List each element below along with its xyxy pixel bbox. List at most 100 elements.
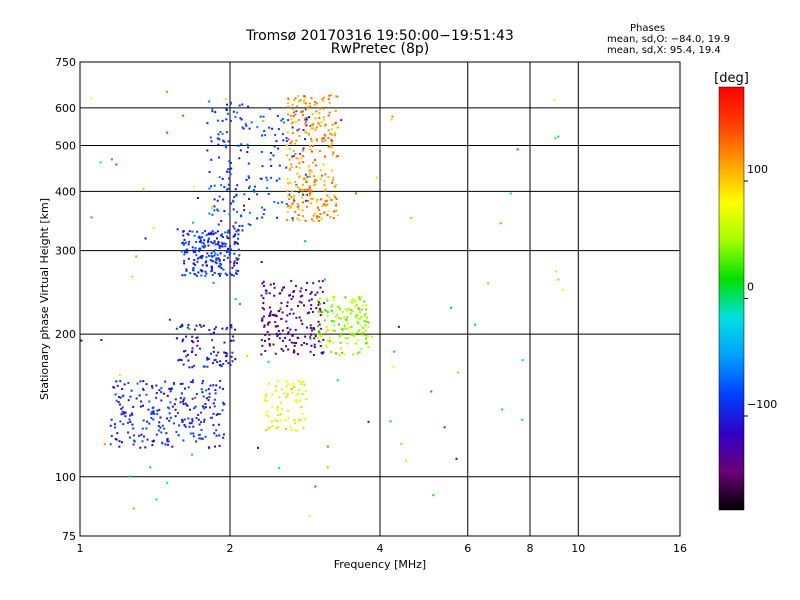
data-point <box>287 194 290 197</box>
data-point <box>132 434 135 437</box>
data-point <box>266 330 269 333</box>
data-point <box>303 304 306 307</box>
data-point <box>331 140 334 143</box>
data-point <box>291 219 294 222</box>
data-point <box>354 315 357 318</box>
data-point <box>226 249 229 252</box>
data-point <box>313 104 316 107</box>
data-point <box>226 108 229 111</box>
data-point <box>324 124 327 127</box>
data-point <box>321 205 324 208</box>
stats-x-mode: mean, sd,X: 95.4, 19.4 <box>607 45 721 56</box>
data-point <box>181 421 184 424</box>
data-point <box>343 324 346 327</box>
data-point <box>302 155 305 158</box>
y-tick-label: 500 <box>55 139 76 152</box>
data-point <box>142 388 145 391</box>
data-point <box>248 176 251 179</box>
data-point <box>342 327 345 330</box>
data-point <box>205 389 208 392</box>
data-point <box>228 171 231 174</box>
data-point <box>265 429 268 432</box>
data-point <box>208 233 211 236</box>
data-point <box>168 412 171 415</box>
data-point <box>336 126 339 129</box>
data-point <box>313 328 316 331</box>
data-point <box>218 434 221 437</box>
data-point <box>358 328 361 331</box>
y-tick-label: 400 <box>55 185 76 198</box>
data-point <box>110 434 113 437</box>
data-point <box>190 422 193 425</box>
data-point <box>207 241 210 244</box>
data-point <box>333 185 336 188</box>
data-point <box>301 191 304 194</box>
data-point <box>286 218 289 221</box>
data-point <box>315 164 318 167</box>
data-point <box>306 188 309 191</box>
data-point <box>262 315 265 318</box>
data-point <box>320 334 323 337</box>
data-point <box>185 241 188 244</box>
data-point <box>192 269 195 272</box>
data-point <box>319 169 322 172</box>
data-point <box>225 328 228 331</box>
data-point <box>113 423 116 426</box>
data-point <box>135 255 138 258</box>
data-point <box>293 99 296 102</box>
data-point <box>296 217 299 220</box>
data-point <box>281 133 284 136</box>
data-point <box>356 352 359 355</box>
data-point <box>157 425 160 428</box>
data-point <box>363 300 366 303</box>
data-point <box>557 135 560 138</box>
data-point <box>311 123 314 126</box>
data-point <box>292 108 295 111</box>
data-point <box>301 393 304 396</box>
data-point <box>275 216 278 219</box>
data-point <box>356 338 359 341</box>
data-point <box>321 310 324 313</box>
data-point <box>300 196 303 199</box>
data-point <box>265 413 268 416</box>
data-point <box>301 209 304 212</box>
data-point <box>325 330 328 333</box>
data-point <box>237 233 240 236</box>
data-point <box>222 433 225 436</box>
data-point <box>176 228 179 231</box>
data-point <box>319 149 322 152</box>
data-point <box>221 119 224 122</box>
data-point <box>331 303 334 306</box>
data-point <box>360 308 363 311</box>
data-point <box>191 339 194 342</box>
data-point <box>295 139 298 142</box>
data-point <box>443 426 446 429</box>
data-point <box>220 263 223 266</box>
data-point <box>275 385 278 388</box>
data-point <box>186 326 189 329</box>
data-point <box>321 140 324 143</box>
data-point <box>317 299 320 302</box>
data-point <box>219 245 222 248</box>
data-point <box>282 339 285 342</box>
data-point <box>261 317 264 320</box>
data-point <box>229 245 232 248</box>
data-point <box>262 119 265 122</box>
data-point <box>319 344 322 347</box>
data-point <box>227 362 230 365</box>
data-point <box>269 158 272 161</box>
data-point <box>180 392 183 395</box>
data-point <box>323 203 326 206</box>
data-point <box>214 249 217 252</box>
data-point <box>227 247 230 250</box>
data-point <box>220 184 223 187</box>
data-point <box>158 389 161 392</box>
data-point <box>281 289 284 292</box>
data-point <box>318 329 321 332</box>
data-point <box>263 324 266 327</box>
data-point <box>295 316 298 319</box>
data-point <box>304 335 307 338</box>
data-point <box>194 251 197 254</box>
data-point <box>132 405 135 408</box>
data-point <box>323 278 326 281</box>
